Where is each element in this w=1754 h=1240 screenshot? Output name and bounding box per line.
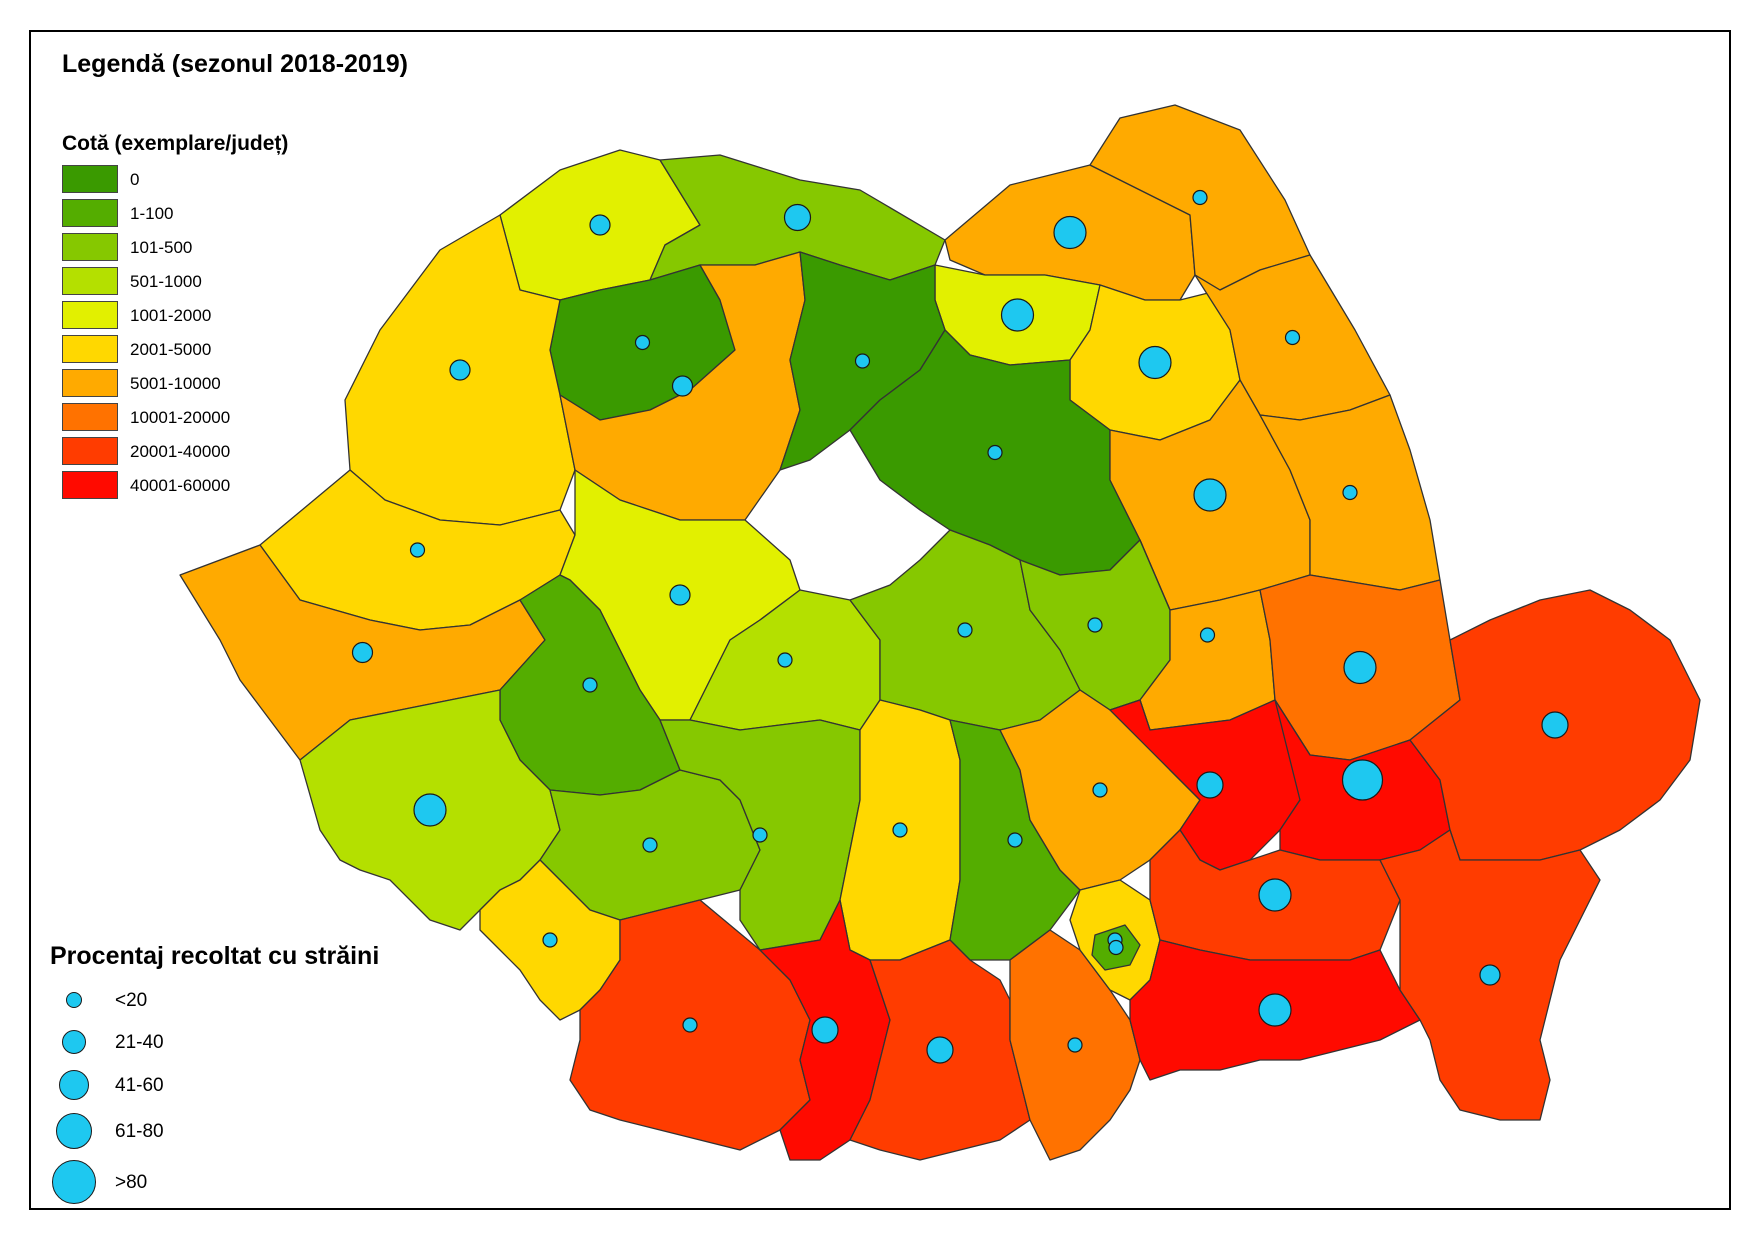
percent-circle-gl bbox=[1343, 650, 1377, 685]
quota-label: 101-500 bbox=[130, 238, 193, 257]
percent-circle-cl bbox=[1258, 993, 1292, 1027]
circle-size-icon bbox=[56, 1113, 92, 1149]
quota-legend-item: 1001-2000 bbox=[62, 300, 322, 330]
quota-legend-item: 40001-60000 bbox=[62, 470, 322, 500]
quota-swatch bbox=[62, 403, 118, 431]
percent-circle-vl bbox=[752, 827, 768, 843]
percent-circle-vn bbox=[1199, 627, 1216, 643]
quota-legend-item: 0 bbox=[62, 164, 322, 194]
percent-circle-cs bbox=[413, 793, 447, 827]
quota-label: 5001-10000 bbox=[130, 374, 221, 393]
percent-circle-cj bbox=[671, 375, 694, 397]
percent-circle-br bbox=[1341, 759, 1384, 801]
percent-circle-bt bbox=[1192, 189, 1208, 206]
percent-circle-dj bbox=[682, 1017, 698, 1033]
quota-label: 20001-40000 bbox=[130, 442, 231, 461]
quota-legend-title: Cotă (exemplare/județ) bbox=[62, 132, 289, 155]
percent-label: <20 bbox=[115, 990, 148, 1011]
quota-legend-item: 501-1000 bbox=[62, 266, 322, 296]
percent-circle-bc bbox=[1193, 478, 1227, 512]
percent-circle-is bbox=[1284, 329, 1301, 346]
percent-circle-b bbox=[1108, 939, 1124, 956]
percent-legend-title: Procentaj recoltat cu străini bbox=[50, 942, 380, 970]
quota-swatch bbox=[62, 267, 118, 295]
legend-title: Legendă (sezonul 2018-2019) bbox=[62, 50, 408, 78]
percent-circle-gr bbox=[1067, 1037, 1083, 1053]
percent-circle-ct bbox=[1479, 964, 1501, 986]
quota-label: 2001-5000 bbox=[130, 340, 212, 359]
quota-legend-item: 1-100 bbox=[62, 198, 322, 228]
percent-circle-mm bbox=[783, 203, 812, 232]
quota-swatch bbox=[62, 233, 118, 261]
quota-swatch bbox=[62, 335, 118, 363]
percent-circle-sm bbox=[589, 214, 611, 236]
percent-circle-cv bbox=[1087, 617, 1103, 633]
percent-circle-hr bbox=[987, 444, 1003, 461]
quota-label: 501-1000 bbox=[130, 272, 202, 291]
quota-swatch bbox=[62, 301, 118, 329]
circle-size-icon bbox=[59, 1070, 89, 1100]
percent-circle-hd bbox=[582, 677, 598, 693]
circle-size-icon bbox=[62, 1030, 86, 1054]
percent-label: 41-60 bbox=[115, 1075, 164, 1096]
quota-swatch bbox=[62, 471, 118, 499]
percent-circle-ag bbox=[892, 822, 908, 838]
circle-size-icon bbox=[52, 1160, 96, 1204]
quota-label: 10001-20000 bbox=[130, 408, 231, 427]
circle-size-icon bbox=[66, 992, 82, 1008]
percent-label: >80 bbox=[115, 1172, 148, 1193]
quota-label: 40001-60000 bbox=[130, 476, 231, 495]
percent-circle-bz bbox=[1196, 771, 1224, 799]
percent-circle-sb bbox=[777, 652, 793, 668]
percent-circle-ph bbox=[1092, 782, 1108, 798]
percent-circle-tr bbox=[926, 1036, 954, 1064]
percent-circle-sj bbox=[634, 334, 651, 351]
percent-circle-ms bbox=[854, 353, 871, 369]
percent-circle-bh bbox=[449, 359, 471, 381]
percent-label: 21-40 bbox=[115, 1032, 164, 1053]
percent-circle-mh bbox=[542, 932, 558, 948]
percent-circle-vs bbox=[1342, 484, 1358, 501]
percent-circle-nt bbox=[1138, 345, 1172, 380]
percent-circle-tm bbox=[351, 641, 374, 664]
quota-legend-item: 2001-5000 bbox=[62, 334, 322, 364]
quota-swatch bbox=[62, 165, 118, 193]
percent-label: 61-80 bbox=[115, 1121, 164, 1142]
quota-legend-item: 5001-10000 bbox=[62, 368, 322, 398]
percent-circle-ar bbox=[409, 542, 426, 558]
percent-circle-gj bbox=[642, 837, 658, 853]
percent-circle-ot bbox=[811, 1016, 839, 1044]
quota-legend-item: 10001-20000 bbox=[62, 402, 322, 432]
quota-label: 0 bbox=[130, 170, 140, 189]
percent-circle-db bbox=[1007, 832, 1023, 848]
quota-label: 1001-2000 bbox=[130, 306, 212, 325]
percent-circle-bv bbox=[957, 622, 973, 638]
percent-circle-ab bbox=[669, 584, 691, 606]
quota-swatch bbox=[62, 199, 118, 227]
percent-circle-bn bbox=[1000, 298, 1035, 332]
quota-legend-item: 20001-40000 bbox=[62, 436, 322, 466]
percent-circle-sv bbox=[1053, 215, 1087, 250]
percent-circle-il bbox=[1258, 878, 1292, 912]
quota-label: 1-100 bbox=[130, 204, 174, 223]
quota-legend-item: 101-500 bbox=[62, 232, 322, 262]
quota-swatch bbox=[62, 437, 118, 465]
quota-swatch bbox=[62, 369, 118, 397]
percent-circle-tl bbox=[1541, 711, 1569, 739]
